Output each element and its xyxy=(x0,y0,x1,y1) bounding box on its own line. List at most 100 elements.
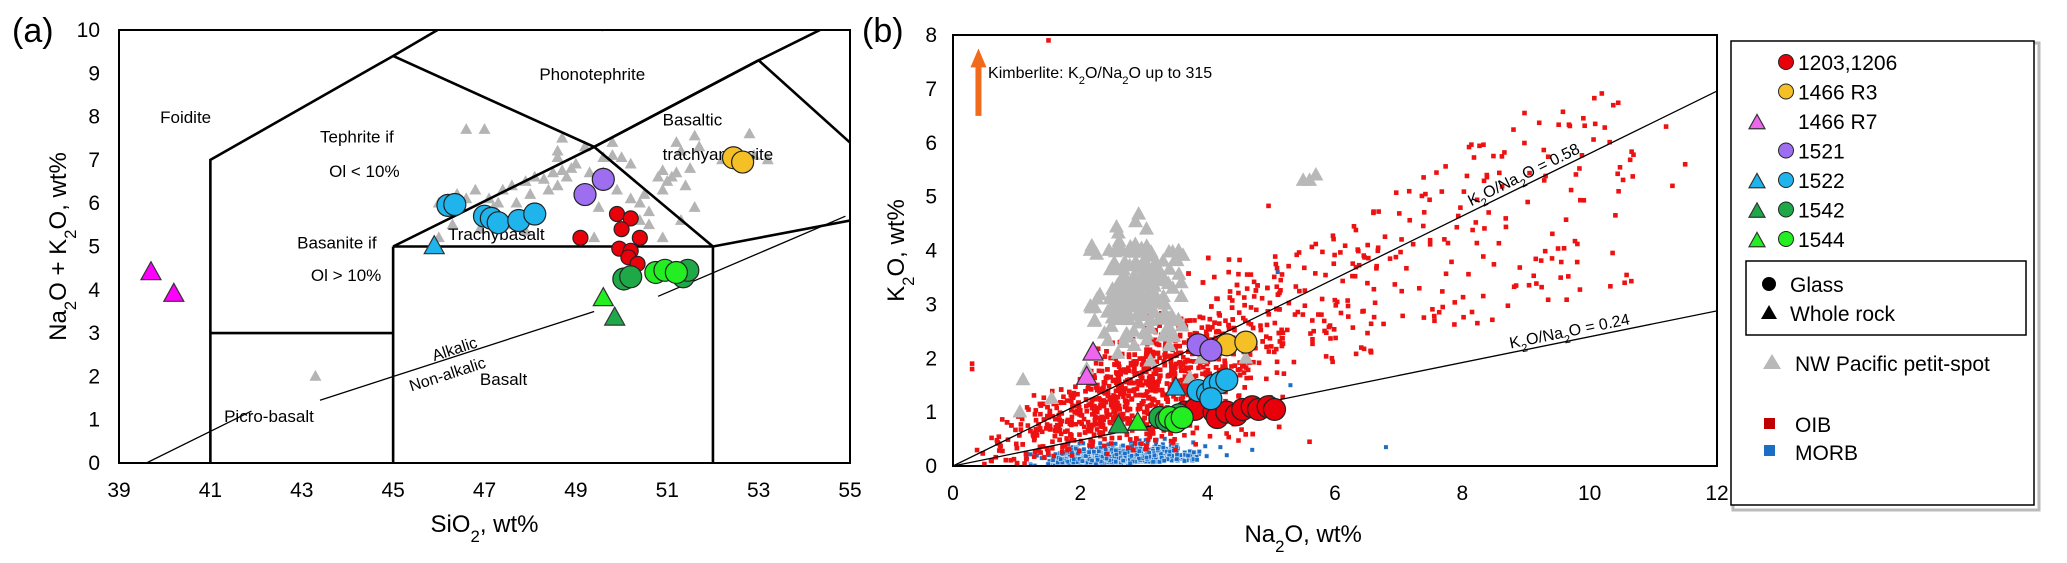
oib-marker xyxy=(1146,394,1152,400)
oib-marker xyxy=(1434,170,1439,175)
tas-field-label: Phonotephrite xyxy=(539,65,645,84)
oib-marker xyxy=(1274,265,1280,271)
petit-spot-marker xyxy=(1125,280,1141,295)
oib-marker xyxy=(1105,393,1111,399)
oib-marker xyxy=(996,434,1002,439)
petit-spot-marker xyxy=(656,164,669,176)
oib-marker xyxy=(1026,407,1031,412)
oib-marker xyxy=(1073,421,1079,427)
oib-marker xyxy=(1503,216,1509,221)
oib-marker xyxy=(1376,209,1381,214)
oib-marker xyxy=(1077,408,1083,413)
oib-marker xyxy=(1091,408,1097,414)
oib-marker xyxy=(1144,431,1149,437)
petit-spot-marker xyxy=(1140,260,1156,274)
oib-marker xyxy=(1004,420,1010,425)
oib-marker xyxy=(1126,406,1131,412)
oib-marker xyxy=(1076,448,1082,454)
oib-marker xyxy=(1297,288,1302,294)
oib-marker xyxy=(1470,227,1475,233)
oib-marker xyxy=(1112,414,1117,420)
oib-marker xyxy=(1226,257,1232,262)
oib-marker xyxy=(1133,392,1138,398)
oib-marker xyxy=(1033,427,1039,432)
oib-marker xyxy=(1216,321,1222,326)
x-tick-label: 47 xyxy=(473,479,496,502)
oib-marker xyxy=(1118,387,1123,393)
oib-marker xyxy=(1172,372,1177,378)
panel-b-oib-markers xyxy=(969,38,1688,466)
panel-a-field-boundaries xyxy=(146,30,850,463)
oib-marker xyxy=(1094,427,1100,432)
legend-item-label: 1203,1206 xyxy=(1798,52,1897,75)
oib-marker xyxy=(1164,396,1169,402)
oib-marker xyxy=(1170,440,1176,445)
oib-marker xyxy=(1371,314,1377,320)
petit-spot-marker xyxy=(1173,288,1189,302)
oib-marker xyxy=(1205,359,1211,364)
oib-marker xyxy=(1135,379,1141,384)
oib-marker xyxy=(1302,303,1308,309)
oib-marker xyxy=(1155,400,1161,405)
petit-spot-marker xyxy=(670,136,683,147)
oib-marker xyxy=(1150,353,1156,359)
oib-marker xyxy=(1323,272,1328,278)
morb-marker xyxy=(1144,455,1150,461)
petit-spot-marker xyxy=(1295,172,1311,186)
tas-field-label: Foidite xyxy=(160,108,211,127)
panel-a-sample-markers xyxy=(139,146,755,326)
oib-marker xyxy=(1356,248,1361,254)
oib-marker xyxy=(1205,255,1211,261)
oib-marker xyxy=(1057,437,1062,443)
oib-marker xyxy=(1627,157,1633,163)
oib-marker xyxy=(1157,376,1162,381)
oib-marker xyxy=(1602,125,1608,130)
oib-marker xyxy=(1146,349,1152,354)
oib-marker xyxy=(1309,244,1315,250)
oib-marker xyxy=(1100,387,1106,393)
oib-marker xyxy=(1416,285,1422,291)
oib-marker xyxy=(1147,432,1153,438)
oib-marker xyxy=(1203,370,1208,375)
x-tick-label: 4 xyxy=(1202,482,1214,505)
oib-marker xyxy=(1209,304,1214,309)
ratio-line-0-58 xyxy=(953,90,1717,466)
oib-marker xyxy=(1074,410,1080,416)
oib-marker xyxy=(1037,401,1043,407)
oib-marker xyxy=(1255,283,1260,288)
oib-marker xyxy=(1253,307,1259,313)
petit-spot-marker xyxy=(1096,325,1112,339)
oib-marker xyxy=(1187,358,1193,364)
oib-marker xyxy=(1526,282,1532,288)
morb-marker xyxy=(1150,459,1156,465)
petit-spot-marker xyxy=(592,201,605,212)
oib-marker xyxy=(1086,383,1091,389)
morb-marker xyxy=(1122,450,1128,456)
oib-marker xyxy=(1192,318,1197,323)
oib-marker xyxy=(1045,450,1051,456)
oib-marker xyxy=(1089,412,1095,417)
oib-marker xyxy=(1230,317,1236,322)
oib-marker xyxy=(1091,373,1097,378)
oib-marker xyxy=(1157,387,1163,393)
oib-marker xyxy=(1117,435,1122,441)
oib-marker xyxy=(1044,446,1050,451)
oib-marker xyxy=(1199,325,1205,330)
oib-marker xyxy=(1147,374,1153,379)
oib-marker xyxy=(1496,240,1502,246)
oib-marker xyxy=(1205,367,1211,373)
oib-marker xyxy=(1505,303,1511,309)
oib-marker xyxy=(1116,361,1121,367)
oib-marker xyxy=(1572,238,1578,244)
y-tick-label: 10 xyxy=(77,19,100,42)
oib-marker xyxy=(1110,418,1116,423)
y-tick-label: 6 xyxy=(88,192,100,215)
tas-field-label: Tephrite if xyxy=(320,128,394,147)
oib-marker xyxy=(1178,350,1184,356)
oib-marker xyxy=(1244,375,1249,381)
oib-marker xyxy=(1094,405,1100,411)
tas-field-label: Ol < 10% xyxy=(329,162,399,181)
oib-marker xyxy=(1062,443,1068,448)
oib-marker xyxy=(1040,401,1046,407)
oib-marker xyxy=(1177,359,1183,365)
